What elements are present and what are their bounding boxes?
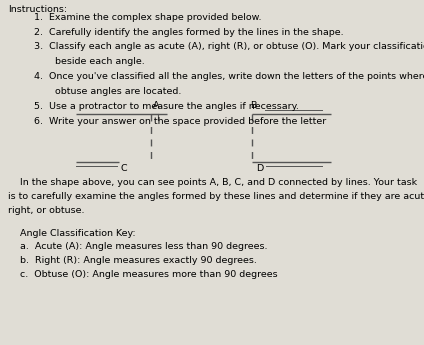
Text: beside each angle.: beside each angle. (34, 57, 145, 66)
Text: In the shape above, you can see points A, B, C, and D connected by lines. Your t: In the shape above, you can see points A… (8, 178, 418, 187)
Text: C: C (121, 164, 128, 173)
Text: B: B (250, 101, 257, 110)
Text: A: A (153, 101, 159, 110)
Text: 5.  Use a protractor to measure the angles if necessary.: 5. Use a protractor to measure the angle… (34, 102, 299, 111)
Text: Instructions:: Instructions: (8, 5, 67, 14)
Text: 4.  Once you've classified all the angles, write down the letters of the points : 4. Once you've classified all the angles… (34, 72, 424, 81)
Text: obtuse angles are located.: obtuse angles are located. (34, 87, 181, 96)
Text: 3.  Classify each angle as acute (A), right (R), or obtuse (O). Mark your classi: 3. Classify each angle as acute (A), rig… (34, 42, 424, 51)
Text: c.  Obtuse (O): Angle measures more than 90 degrees: c. Obtuse (O): Angle measures more than … (8, 269, 278, 278)
Text: b.  Right (R): Angle measures exactly 90 degrees.: b. Right (R): Angle measures exactly 90 … (8, 256, 257, 265)
Text: is to carefully examine the angles formed by these lines and determine if they a: is to carefully examine the angles forme… (8, 192, 424, 201)
Text: 1.  Examine the complex shape provided below.: 1. Examine the complex shape provided be… (34, 13, 262, 22)
Text: right, or obtuse.: right, or obtuse. (8, 206, 85, 215)
Text: 6.  Write your answer on the space provided before the letter: 6. Write your answer on the space provid… (34, 117, 326, 126)
Text: a.  Acute (A): Angle measures less than 90 degrees.: a. Acute (A): Angle measures less than 9… (8, 242, 268, 251)
Text: Angle Classification Key:: Angle Classification Key: (8, 229, 136, 238)
Text: D: D (256, 164, 263, 173)
Text: 2.  Carefully identify the angles formed by the lines in the shape.: 2. Carefully identify the angles formed … (34, 28, 343, 37)
